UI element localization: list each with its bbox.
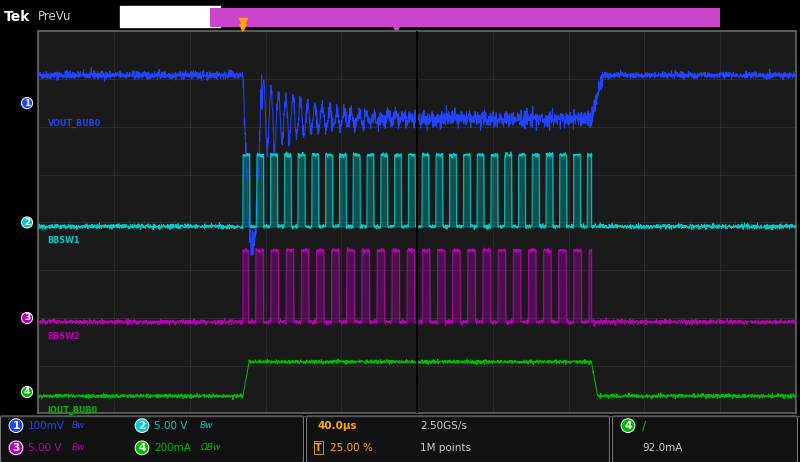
Text: IOUT_BUB0: IOUT_BUB0 xyxy=(47,406,98,415)
Text: T: T xyxy=(315,443,322,453)
Text: 25.00 %: 25.00 % xyxy=(330,443,373,453)
FancyBboxPatch shape xyxy=(613,416,798,462)
Text: 4: 4 xyxy=(138,443,146,453)
FancyBboxPatch shape xyxy=(1,416,303,462)
Bar xyxy=(210,8,720,28)
Text: /: / xyxy=(642,419,646,432)
Text: 2: 2 xyxy=(138,420,146,431)
Text: PreVu: PreVu xyxy=(38,10,71,23)
Text: 3: 3 xyxy=(12,443,20,453)
Text: ΩBw: ΩBw xyxy=(200,444,220,452)
Text: 1: 1 xyxy=(24,98,30,108)
Text: Bw: Bw xyxy=(200,421,214,430)
FancyBboxPatch shape xyxy=(306,416,610,462)
Text: Tek: Tek xyxy=(4,10,30,24)
Text: 200mA: 200mA xyxy=(154,443,191,453)
Text: 100mV: 100mV xyxy=(28,420,65,431)
Bar xyxy=(120,6,220,28)
Text: 40.0μs: 40.0μs xyxy=(318,420,358,431)
Text: 1: 1 xyxy=(12,420,20,431)
Text: 4: 4 xyxy=(24,388,30,396)
Text: 2: 2 xyxy=(24,218,30,227)
Text: BBSW1: BBSW1 xyxy=(47,236,80,245)
Text: 3: 3 xyxy=(24,314,30,322)
Text: 4: 4 xyxy=(624,420,632,431)
Text: 5.00 V: 5.00 V xyxy=(154,420,187,431)
Text: BBSW2: BBSW2 xyxy=(47,332,80,340)
Text: Bw: Bw xyxy=(72,421,86,430)
Text: 2.50GS/s: 2.50GS/s xyxy=(420,420,467,431)
Text: VOUT_BUB0: VOUT_BUB0 xyxy=(47,119,101,128)
Text: Bw: Bw xyxy=(72,444,86,452)
Text: 5.00 V: 5.00 V xyxy=(28,443,62,453)
Text: 92.0mA: 92.0mA xyxy=(642,443,682,453)
Text: 1M points: 1M points xyxy=(420,443,471,453)
